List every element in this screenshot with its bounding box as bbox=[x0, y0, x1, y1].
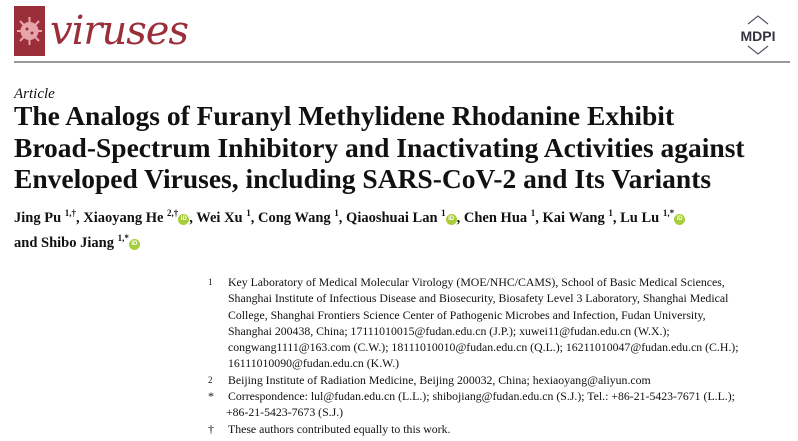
author-affiliation-mark: 1 bbox=[334, 208, 339, 218]
affiliation-text: Correspondence: lul@fudan.edu.cn (L.L.);… bbox=[226, 389, 735, 420]
article-type: Article bbox=[14, 86, 55, 102]
author-name[interactable]: Chen Hua 1 bbox=[463, 208, 536, 226]
and-label: and bbox=[14, 234, 42, 251]
affiliation-item: 2 Beijing Institute of Radiation Medicine… bbox=[208, 372, 788, 388]
affiliation-mark: 2 bbox=[208, 374, 213, 385]
title-line: Enveloped Viruses, including SARS-CoV-2 … bbox=[14, 163, 712, 194]
affiliation-mark: * bbox=[208, 389, 214, 404]
author-name[interactable]: Xiaoyang He 2,†iD bbox=[83, 208, 190, 226]
mdpi-logo-icon: MDPI bbox=[728, 14, 788, 56]
author-name[interactable]: Lu Lu 1,*iD bbox=[620, 208, 686, 226]
author-name[interactable]: Wei Xu 1 bbox=[196, 208, 251, 226]
title-line: The Analogs of Furanyl Methylidene Rhoda… bbox=[14, 100, 675, 131]
author-affiliation-mark: 1,† bbox=[64, 208, 77, 218]
author-affiliation-mark: 1 bbox=[530, 208, 536, 218]
affiliation-mark: † bbox=[208, 421, 214, 436]
journal-name: viruses bbox=[50, 8, 189, 54]
journal-logo-icon bbox=[14, 6, 45, 56]
affiliation-item: † These authors contributed equally to th… bbox=[208, 421, 788, 437]
affiliation-text: Key Laboratory of Medical Molecular Viro… bbox=[228, 275, 739, 371]
author-name[interactable]: Shibo Jiang 1,*iD bbox=[41, 232, 140, 251]
author-name[interactable]: Kai Wang 1 bbox=[542, 208, 613, 226]
publisher-name: MDPI bbox=[741, 28, 776, 44]
author-affiliation-mark: 1,* bbox=[662, 208, 675, 218]
author-affiliation-mark: 1,* bbox=[117, 232, 129, 243]
title-line: Broad-Spectrum Inhibitory and Inactivati… bbox=[14, 131, 745, 163]
author-name[interactable]: Qiaoshuai Lan 1iD bbox=[346, 208, 457, 226]
orcid-icon[interactable]: iD bbox=[674, 213, 686, 225]
author-list: Jing Pu 1,†, Xiaoyang He 2,†iD, Wei Xu 1… bbox=[14, 203, 686, 253]
author-name[interactable]: Cong Wang 1 bbox=[258, 208, 339, 226]
affiliation-item: * Correspondence: lul@fudan.edu.cn (L.L.)… bbox=[208, 388, 788, 421]
author-name[interactable]: Jing Pu 1,† bbox=[14, 208, 77, 226]
paper-title: The Analogs of Furanyl Methylidene Rhoda… bbox=[14, 100, 745, 195]
orcid-icon[interactable]: iD bbox=[178, 213, 190, 225]
author-affiliation-mark: 2,† bbox=[167, 208, 179, 218]
header-divider bbox=[14, 61, 790, 63]
affiliation-mark: 1 bbox=[208, 277, 213, 287]
author-affiliation-mark: 1 bbox=[441, 208, 446, 218]
affiliation-text: These authors contributed equally to thi… bbox=[228, 421, 451, 436]
orcid-icon[interactable]: iD bbox=[445, 213, 457, 225]
orcid-icon[interactable]: iD bbox=[128, 238, 140, 250]
affiliation-text: Beijing Institute of Radiation Medicine,… bbox=[228, 372, 651, 387]
affiliation-item: 1 Key Laboratory of Medical Molecular Vir… bbox=[208, 274, 788, 372]
author-affiliation-mark: 1 bbox=[608, 208, 613, 218]
author-affiliation-mark: 1 bbox=[246, 208, 251, 218]
affiliations: 1 Key Laboratory of Medical Molecular Vir… bbox=[208, 274, 788, 437]
